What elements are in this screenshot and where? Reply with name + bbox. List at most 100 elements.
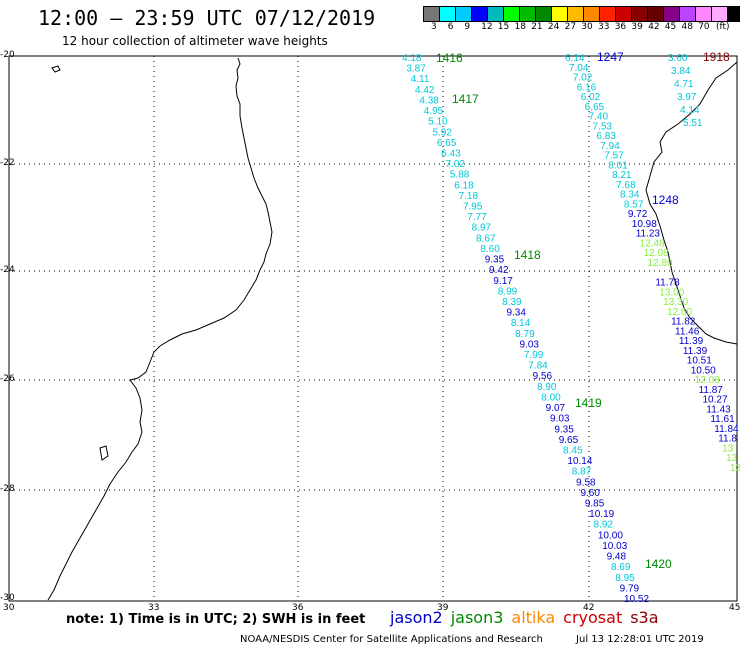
track-value: 4.14 xyxy=(680,105,700,116)
longitude-label: 39 xyxy=(437,603,449,613)
track-value: 10.27 xyxy=(703,395,728,406)
track-value: 7.77 xyxy=(467,212,487,223)
track-value: 4.42 xyxy=(415,85,435,96)
credit-timestamp: Jul 13 12:28:01 UTC 2019 xyxy=(576,634,704,645)
track-value: 3.87 xyxy=(406,64,426,75)
track-value: 9.72 xyxy=(628,209,648,220)
track-value: 9.48 xyxy=(607,552,627,563)
track-value: 9.34 xyxy=(506,308,526,319)
track-value: 10.98 xyxy=(632,219,657,230)
scale-swatch xyxy=(440,7,456,21)
track-value: 9.79 xyxy=(620,583,640,594)
color-scale-unit: (ft) xyxy=(716,22,730,32)
pass-time-label: 1248 xyxy=(652,193,679,207)
track-value: 12.08 xyxy=(695,375,720,386)
satellite-tracks: 4.183.874.114.424.384.955.105.926.656.43… xyxy=(402,50,740,605)
scale-swatch xyxy=(488,7,504,21)
scale-swatch xyxy=(728,7,740,21)
latitude-label: -20 xyxy=(0,50,15,60)
track-value: 8.45 xyxy=(563,445,583,456)
track-value: 8.79 xyxy=(515,329,535,340)
map-frame xyxy=(8,55,738,602)
color-scale-labels: 3 6 9 12 15 18 21 24 27 30 33 36 39 42 45 48 70 xyxy=(423,22,740,32)
track-value: 9.42 xyxy=(489,265,509,276)
scale-label: 48 xyxy=(681,22,693,32)
track-value: 10.03 xyxy=(602,541,627,552)
track-value: 11.84 xyxy=(714,424,739,435)
track-value: 11.78 xyxy=(655,278,680,289)
track-value: 6.83 xyxy=(596,131,616,142)
satellite-legend-cryosat: cryosat xyxy=(563,608,623,627)
scale-label: 9 xyxy=(464,22,471,32)
track-value: 3.84 xyxy=(671,66,691,77)
longitude-label: 33 xyxy=(148,603,160,613)
scale-swatch xyxy=(552,7,568,21)
latitude-label: -26 xyxy=(0,374,15,384)
track-value: 9.56 xyxy=(533,371,553,382)
scale-label: 21 xyxy=(531,22,543,32)
latitude-label: -24 xyxy=(0,265,15,275)
scale-swatch xyxy=(600,7,616,21)
track-value: 8.34 xyxy=(620,190,640,201)
inland-lake xyxy=(99,445,109,461)
track-value: 10.51 xyxy=(687,356,712,367)
track-value: 12.60 xyxy=(667,307,692,318)
longitude-label: 42 xyxy=(583,603,595,613)
track-value: 13 xyxy=(730,463,740,474)
track-value: 6.65 xyxy=(437,138,457,149)
map-grid xyxy=(9,56,737,601)
track-value: 4.71 xyxy=(674,79,694,90)
track-value: 11.87 xyxy=(699,385,724,396)
pass-time-label: 1417 xyxy=(452,92,479,106)
scale-swatch xyxy=(536,7,552,21)
track-value: 8.69 xyxy=(611,562,631,573)
track-value: 9.60 xyxy=(580,488,600,499)
track-value: 7.04 xyxy=(569,63,589,74)
track-value: 7.94 xyxy=(600,141,620,152)
track-value: 5.10 xyxy=(428,117,448,128)
track-value: 10.50 xyxy=(691,365,716,376)
track-value: 13 xyxy=(722,443,734,454)
scale-label: 30 xyxy=(581,22,593,32)
track-value: 6.14 xyxy=(565,53,585,64)
scale-swatch xyxy=(568,7,584,21)
track-value: 4.38 xyxy=(419,95,439,106)
longitude-label: 36 xyxy=(292,603,304,613)
track-value: 8.14 xyxy=(511,318,531,329)
pass-time-label: 1247 xyxy=(597,50,624,64)
track-value: 10.14 xyxy=(567,456,592,467)
track-value: 9.03 xyxy=(520,339,540,350)
scale-swatch xyxy=(616,7,632,21)
coastline xyxy=(47,57,273,601)
scale-swatch xyxy=(680,7,696,21)
latitude-label: -30 xyxy=(0,593,15,603)
track-value: 7.99 xyxy=(524,350,544,361)
track-value: 3.97 xyxy=(677,92,697,103)
track-value: 5.92 xyxy=(432,127,452,138)
color-scale xyxy=(423,6,740,22)
track-value: 9.35 xyxy=(554,424,574,435)
track-value: 12.80 xyxy=(648,258,673,269)
track-value: 11.23 xyxy=(636,229,661,240)
scale-label: 6 xyxy=(447,22,454,32)
latitude-label: -22 xyxy=(0,158,15,168)
scale-swatch xyxy=(696,7,712,21)
track-value: 7.02 xyxy=(573,73,593,84)
credit-text: NOAA/NESDIS Center for Satellite Applica… xyxy=(240,634,543,645)
footer-note: note: 1) Time is in UTC; 2) SWH is in fe… xyxy=(66,612,366,627)
small-island xyxy=(51,65,61,73)
track-value: 11.46 xyxy=(675,326,700,337)
longitude-label: 45 xyxy=(729,603,740,613)
track-value: 10.52 xyxy=(624,594,649,605)
satellite-legend: jason2 jason3 altika cryosat s3a xyxy=(390,608,667,627)
track-value: 8.99 xyxy=(498,286,518,297)
pass-time-label: 1419 xyxy=(575,396,602,410)
scale-swatch xyxy=(472,7,488,21)
track-value: 8.95 xyxy=(615,573,635,584)
track-value: 8.57 xyxy=(624,199,644,210)
pass-time-label: 1918 xyxy=(703,50,730,64)
track-value: 11.39 xyxy=(679,336,704,347)
track-value: 9.07 xyxy=(546,403,566,414)
scale-label: 39 xyxy=(631,22,643,32)
track-value: 6.16 xyxy=(577,82,597,93)
